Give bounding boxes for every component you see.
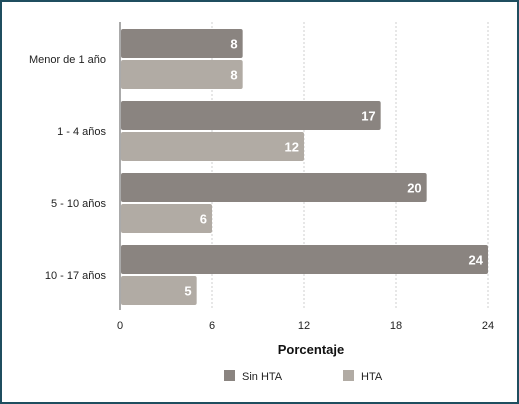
x-tick-label: 6 (209, 320, 215, 332)
bar-hta (121, 132, 304, 161)
legend-swatch (343, 370, 354, 381)
category-labels: Menor de 1 año 1 - 4 años 5 - 10 años 10 - … (29, 54, 107, 282)
data-label: 20 (407, 181, 421, 196)
legend-label: Sin HTA (242, 371, 283, 383)
category-label: Menor de 1 año (29, 54, 106, 66)
legend-item-sin-hta: Sin HTA (224, 370, 283, 383)
category-label: 10 - 17 años (45, 270, 107, 282)
bar-sin-hta (121, 101, 381, 130)
x-tick-label: 18 (390, 320, 402, 332)
bar-hta (121, 204, 212, 233)
bar-sin-hta (121, 29, 243, 58)
data-label: 12 (285, 140, 299, 155)
data-label: 24 (469, 253, 484, 268)
bar-sin-hta (121, 173, 427, 202)
x-axis-title: Porcentaje (278, 342, 344, 357)
bar-hta (121, 276, 197, 305)
legend-item-hta: HTA (343, 370, 383, 383)
x-tick-label: 24 (482, 320, 494, 332)
data-label: 5 (184, 284, 191, 299)
bars: 8 8 17 12 20 6 24 5 (121, 29, 488, 305)
data-label: 6 (200, 212, 207, 227)
category-label: 1 - 4 años (57, 126, 106, 138)
legend: Sin HTA HTA (224, 370, 383, 383)
data-label: 17 (361, 109, 375, 124)
x-axis: 0 6 12 18 24 (117, 320, 494, 332)
x-tick-label: 0 (117, 320, 123, 332)
bar-hta (121, 60, 243, 89)
bar-sin-hta (121, 245, 488, 274)
data-label: 8 (230, 68, 237, 83)
category-label: 5 - 10 años (51, 198, 107, 210)
data-label: 8 (230, 37, 237, 52)
x-tick-label: 12 (298, 320, 310, 332)
legend-label: HTA (361, 371, 383, 383)
legend-swatch (224, 370, 235, 381)
